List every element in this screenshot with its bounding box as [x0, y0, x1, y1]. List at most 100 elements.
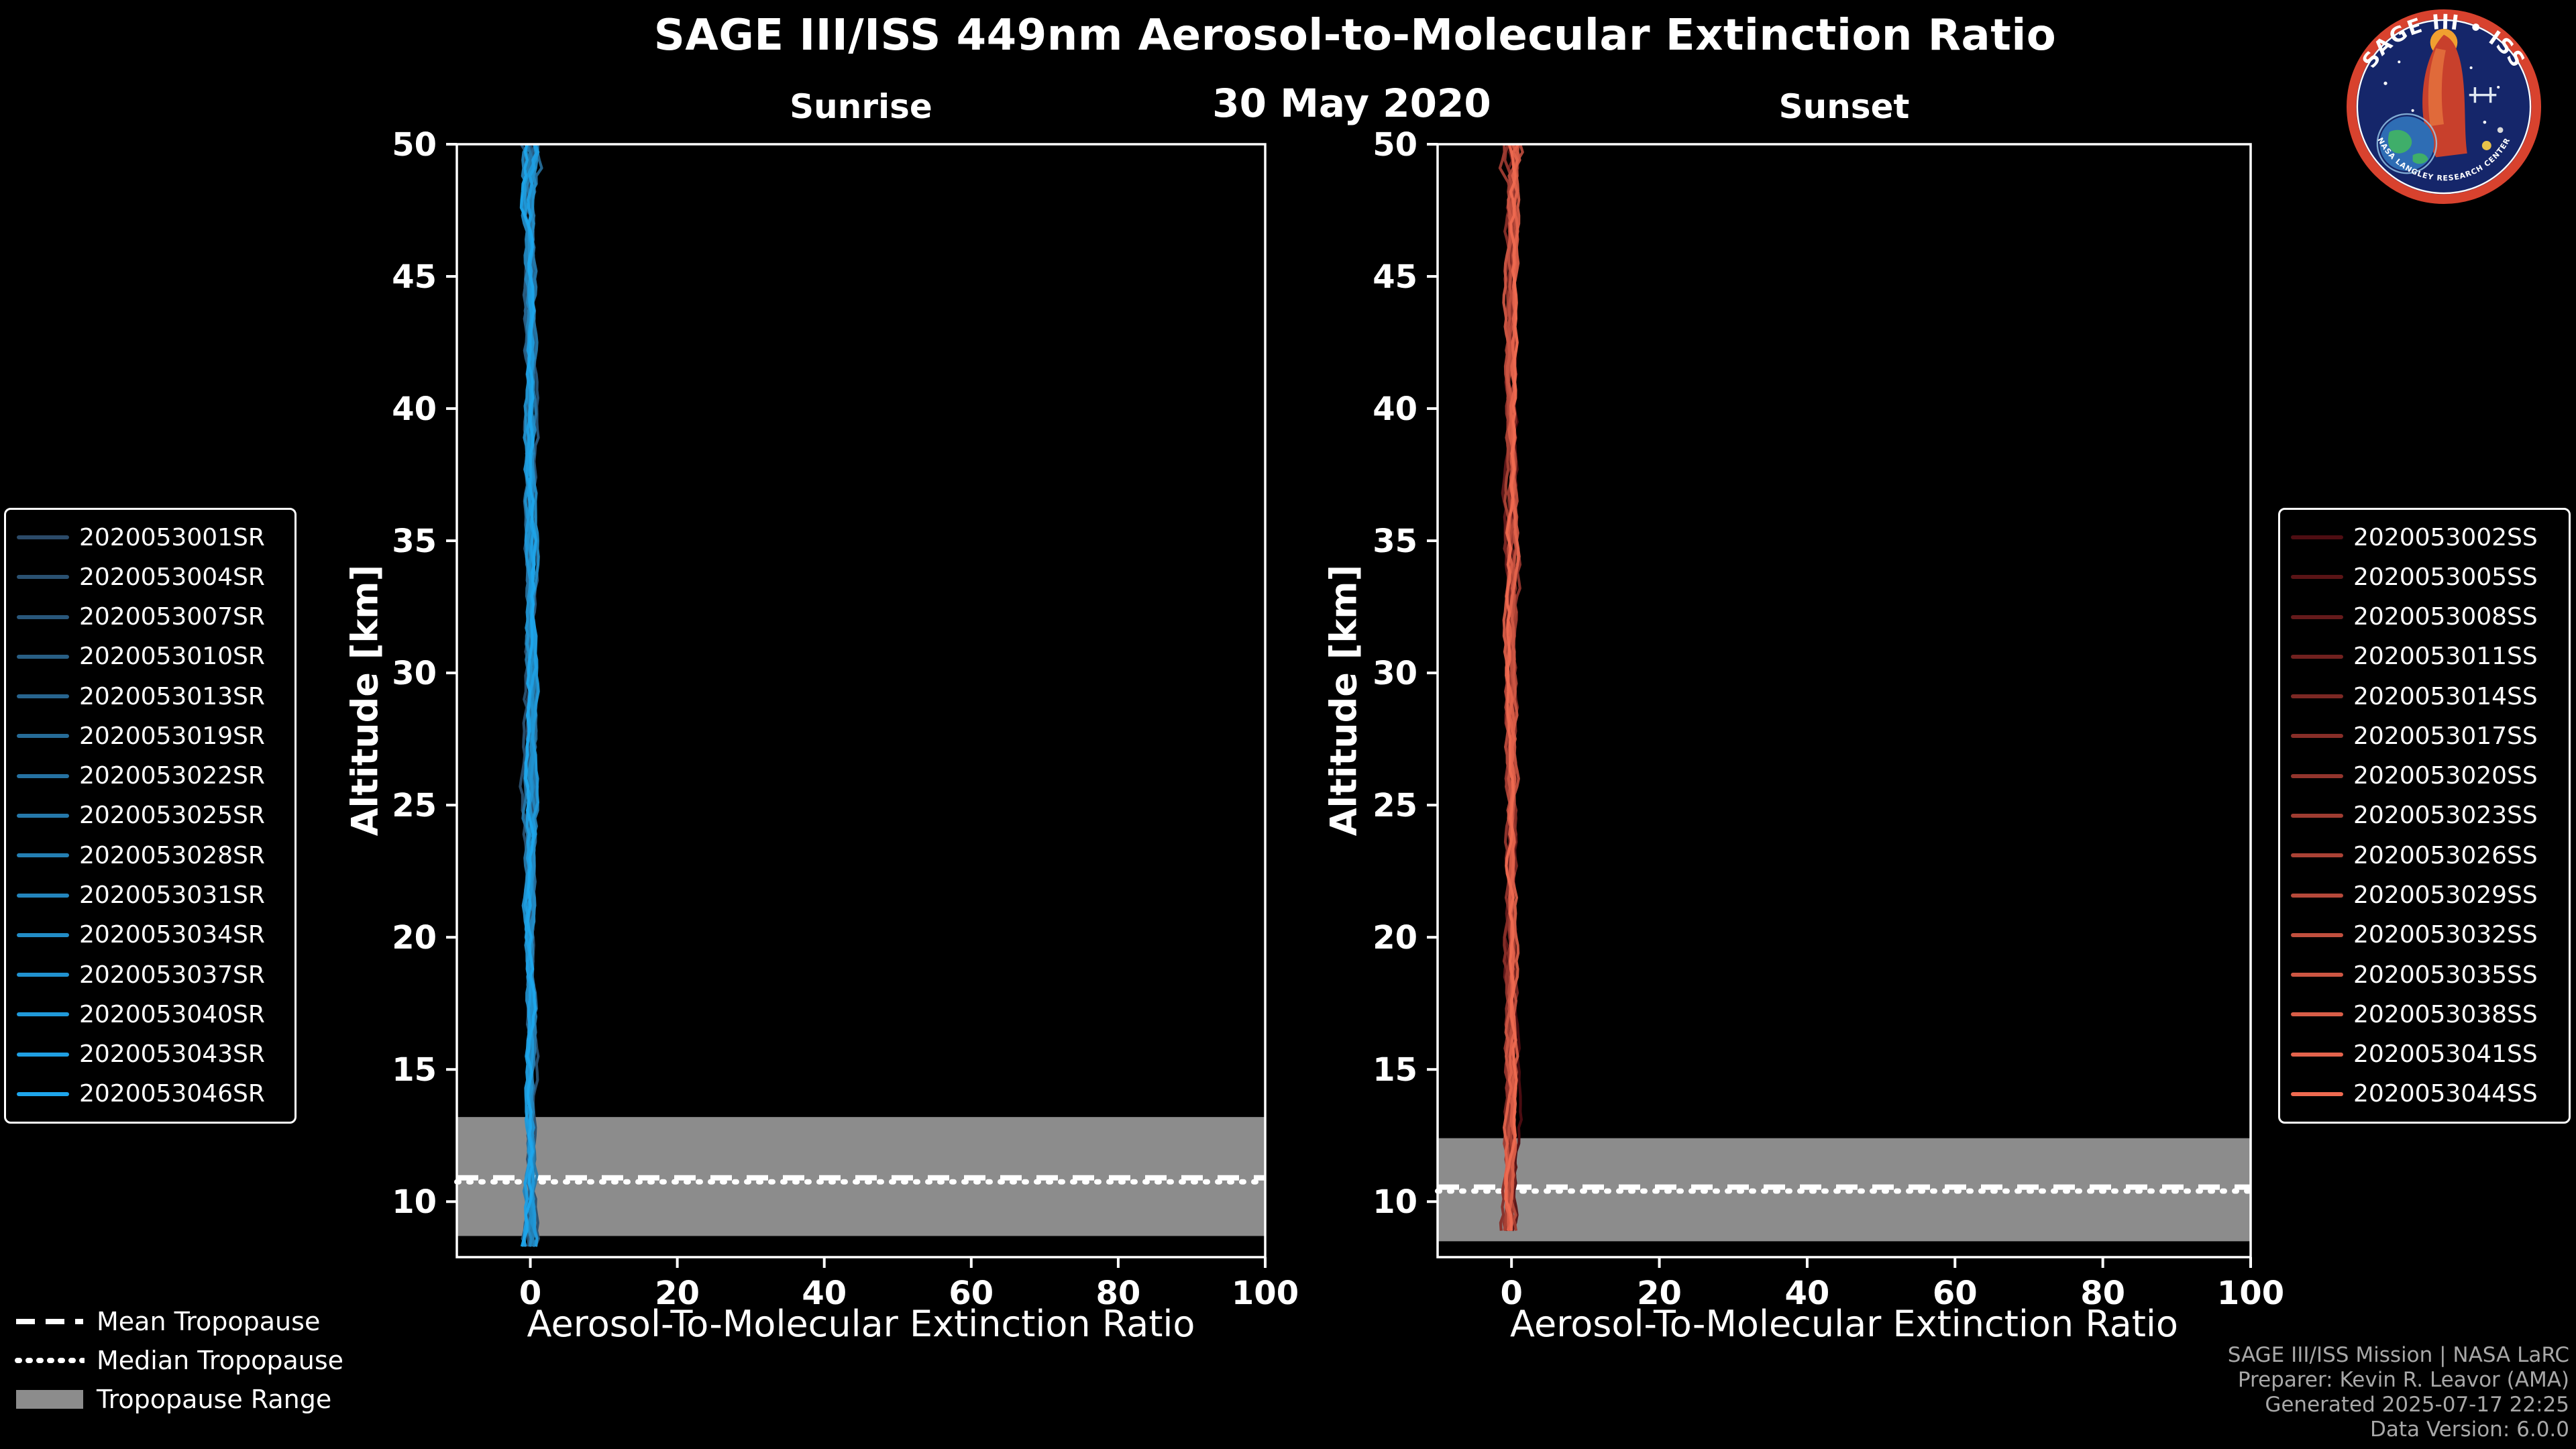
median-tropopause-line-icon	[15, 1358, 85, 1363]
legend-line-swatch	[2291, 853, 2343, 858]
sunrise-x-axis-label: Aerosol-To-Molecular Extinction Ratio	[527, 1303, 1195, 1345]
legend-label: 2020053037SR	[79, 961, 265, 989]
y-tick-label: 35	[392, 523, 437, 560]
legend-line-swatch	[2291, 973, 2343, 977]
legend-line-swatch	[2291, 535, 2343, 539]
sunrise-plot: 0 20 40 60 80 100 10 15 20 25 30 35 40 45 50	[392, 126, 1299, 1312]
legend-label: 2020053020SS	[2353, 762, 2538, 790]
x-tick-label: 40	[1785, 1275, 1830, 1312]
y-tick-label: 15	[392, 1051, 437, 1089]
legend-line-swatch	[17, 1012, 69, 1017]
y-tick-label: 40	[392, 390, 437, 428]
legend-label: 2020053011SS	[2353, 643, 2538, 671]
legend-label: 2020053044SS	[2353, 1080, 2538, 1108]
legend-label: 2020053005SS	[2353, 563, 2538, 591]
legend-entry: 2020053008SS	[2291, 599, 2558, 635]
tropopause-range-legend-item: Tropopause Range	[15, 1385, 343, 1414]
legend-line-swatch	[2291, 734, 2343, 739]
credits: SAGE III/ISS Mission | NASA LaRC Prepare…	[2228, 1343, 2569, 1442]
legend-line-swatch	[2291, 773, 2343, 778]
sunrise-legend: 2020053001SR 2020053004SR 2020053007SR 2020…	[4, 508, 297, 1124]
legend-line-swatch	[17, 1052, 69, 1057]
legend-line-swatch	[2291, 694, 2343, 699]
legend-entry: 2020053017SS	[2291, 718, 2558, 754]
credit-line-4: Data Version: 6.0.0	[2369, 1417, 2569, 1442]
credit-line-3: Generated 2025-07-17 22:25	[2265, 1393, 2569, 1417]
x-tick-label: 0	[519, 1275, 541, 1312]
legend-line-swatch	[2291, 1091, 2343, 1096]
legend-label: 2020053046SR	[79, 1080, 265, 1108]
profile-line-2020053044SS	[1504, 144, 1519, 1231]
legend-entry: 2020053011SS	[2291, 639, 2558, 675]
legend-entry: 2020053001SR	[17, 519, 284, 555]
legend-label: 2020053001SR	[79, 523, 265, 551]
legend-label: 2020053025SR	[79, 802, 265, 830]
legend-line-swatch	[2291, 654, 2343, 659]
legend-line-swatch	[2291, 893, 2343, 898]
axes-box	[455, 143, 1267, 1258]
legend-label: 2020053008SS	[2353, 603, 2538, 631]
x-tick-label: 60	[949, 1275, 994, 1312]
profile-line-2020053046SR	[519, 144, 537, 1247]
legend-label: 2020053035SS	[2353, 961, 2538, 989]
sunrise-y-axis-label: Altitude [km]	[343, 564, 386, 837]
legend-entry: 2020053025SR	[17, 798, 284, 834]
legend-label: 2020053022SR	[79, 762, 265, 790]
median-tropopause-legend-item: Median Tropopause	[15, 1346, 343, 1375]
x-tick-label: 60	[1933, 1275, 1978, 1312]
legend-entry: 2020053023SS	[2291, 798, 2558, 834]
y-tick-label: 20	[392, 919, 437, 957]
legend-entry: 2020053020SS	[2291, 758, 2558, 794]
date-subtitle: 30 May 2020	[1212, 80, 1491, 126]
legend-label: 2020053004SR	[79, 563, 265, 591]
legend-entry: 2020053031SR	[17, 877, 284, 914]
legend-entry: 2020053044SS	[2291, 1076, 2558, 1112]
sunrise-panel-title: Sunrise	[790, 87, 932, 126]
legend-entry: 2020053032SS	[2291, 917, 2558, 953]
legend-line-swatch	[17, 773, 69, 778]
y-tick-label: 45	[1373, 258, 1417, 296]
legend-entry: 2020053004SR	[17, 559, 284, 595]
legend-label: 2020053029SS	[2353, 881, 2538, 910]
legend-line-swatch	[2291, 932, 2343, 937]
legend-label: 2020053038SS	[2353, 1000, 2538, 1028]
legend-entry: 2020053035SS	[2291, 957, 2558, 993]
legend-entry: 2020053022SR	[17, 758, 284, 794]
legend-label: 2020053007SR	[79, 603, 265, 631]
legend-line-swatch	[2291, 575, 2343, 580]
legend-entry: 2020053007SR	[17, 599, 284, 635]
y-tick-label: 35	[1373, 523, 1417, 560]
legend-line-swatch	[17, 813, 69, 818]
legend-entry: 2020053010SR	[17, 639, 284, 675]
legend-label: 2020053002SS	[2353, 523, 2538, 551]
legend-entry: 2020053038SS	[2291, 996, 2558, 1032]
legend-line-swatch	[17, 893, 69, 898]
y-tick-label: 45	[392, 258, 437, 296]
logo-iss	[2469, 87, 2497, 103]
legend-label: 2020053028SR	[79, 841, 265, 869]
y-tick-label: 10	[1373, 1183, 1417, 1221]
legend-line-swatch	[17, 614, 69, 619]
y-tick-label: 30	[1373, 655, 1417, 692]
legend-entry: 2020053046SR	[17, 1076, 284, 1112]
legend-entry: 2020053034SR	[17, 917, 284, 953]
legend-label: 2020053023SS	[2353, 802, 2538, 830]
mean-tropopause-line-icon	[16, 1319, 83, 1324]
y-tick-label: 25	[392, 787, 437, 824]
legend-line-swatch	[17, 853, 69, 858]
legend-line-swatch	[17, 535, 69, 539]
credit-line-2: Preparer: Kevin R. Leavor (AMA)	[2237, 1368, 2569, 1392]
legend-label: 2020053031SR	[79, 881, 265, 910]
legend-label: 2020053043SR	[79, 1040, 265, 1069]
sunset-panel-title: Sunset	[1778, 87, 1910, 126]
main-title: SAGE III/ISS 449nm Aerosol-to-Molecular …	[653, 11, 2057, 60]
x-tick-label: 80	[1096, 1275, 1141, 1312]
legend-label: 2020053032SS	[2353, 921, 2538, 949]
legend-label: 2020053014SS	[2353, 682, 2538, 710]
tropopause-range-label: Tropopause Range	[97, 1385, 332, 1414]
legend-label: 2020053010SR	[79, 643, 265, 671]
legend-label: 2020053040SR	[79, 1000, 265, 1028]
x-tick-label: 0	[1500, 1275, 1522, 1312]
legend-entry: 2020053019SR	[17, 718, 284, 754]
